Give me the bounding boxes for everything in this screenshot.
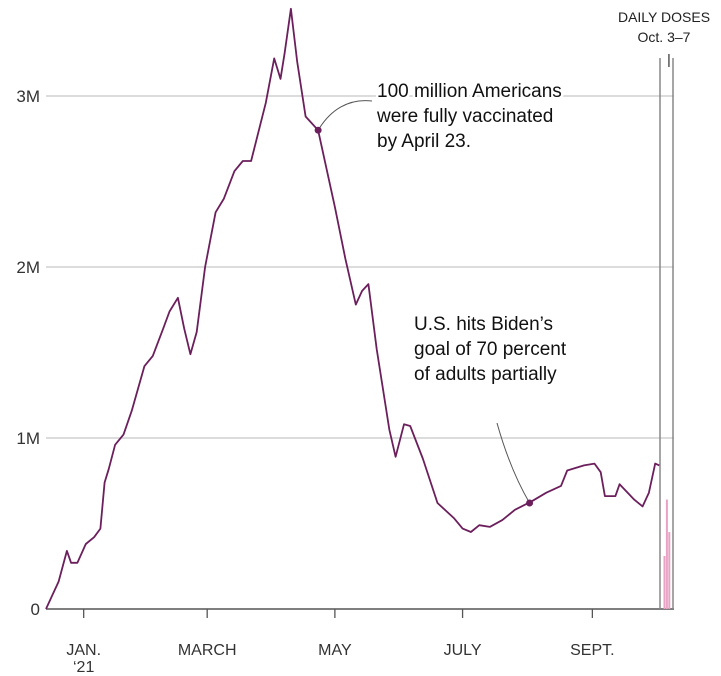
annotation-text-line: U.S. hits Biden’s [414, 314, 553, 335]
daily-doses-panel: DAILY DOSES Oct. 3–7 | [618, 9, 710, 609]
daily-dose-bar [665, 499, 668, 609]
x-axis-ticks: JAN.‘21 MARCH MAY JULY SEPT. [66, 609, 615, 676]
y-tick-label: 2M [16, 258, 40, 277]
y-axis-ticks: 0 1M 2M 3M [16, 87, 40, 619]
annotation-leader [496, 422, 530, 504]
y-tick-label: 1M [16, 429, 40, 448]
x-tick-label: JAN. [66, 642, 101, 659]
daily-doses-title: DAILY DOSES [618, 9, 710, 25]
x-tick-label: JULY [444, 642, 482, 659]
daily-dose-bar [668, 532, 671, 609]
daily-dose-bar [663, 555, 666, 609]
annotation-dot [314, 126, 322, 134]
grid-lines [46, 95, 674, 610]
annotation-text-line: 100 million Americans [377, 81, 562, 102]
x-tick-label: MARCH [178, 642, 237, 659]
annotation-text-line: of adults partially [414, 364, 557, 385]
daily-doses-tick-mark: | [667, 51, 671, 67]
annotations: 100 million Americans were fully vaccinat… [314, 79, 569, 507]
series-layer [45, 7, 660, 610]
x-tick-sublabel: ‘21 [73, 659, 94, 676]
y-tick-label: 0 [31, 600, 40, 619]
annotation-text-line: by April 23. [377, 131, 471, 152]
annotation-text-line: were fully vaccinated [376, 106, 553, 127]
daily-doses-date-range: Oct. 3–7 [638, 29, 691, 45]
annotation-leader [317, 100, 373, 131]
daily-doses-line [45, 7, 660, 610]
x-tick-label: SEPT. [570, 642, 614, 659]
annotation-text-line: goal of 70 percent [414, 339, 567, 360]
annotation-dot [526, 499, 534, 507]
x-tick-label: MAY [318, 642, 352, 659]
y-tick-label: 3M [16, 87, 40, 106]
